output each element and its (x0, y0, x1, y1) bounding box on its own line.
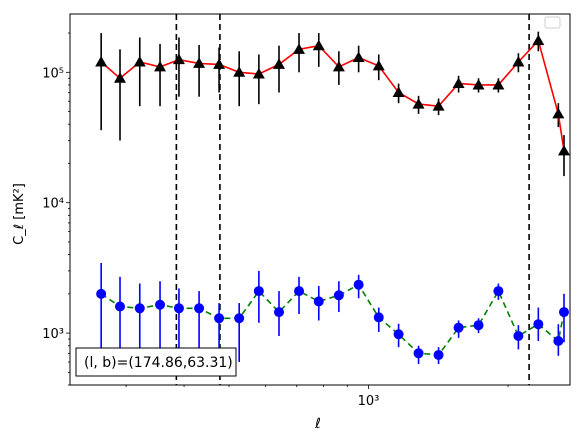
data-point-circle (115, 301, 126, 312)
data-point-triangle (412, 98, 425, 109)
data-point-circle (234, 313, 245, 324)
data-point-triangle (532, 34, 545, 46)
data-point-circle (214, 313, 225, 324)
data-point-circle (313, 296, 324, 307)
data-point-triangle (452, 77, 465, 89)
data-point-triangle (557, 144, 570, 156)
data-point-triangle (172, 53, 185, 65)
data-point-circle (413, 348, 424, 359)
data-point-circle (553, 335, 564, 346)
data-point-triangle (372, 59, 385, 71)
data-point-circle (253, 286, 264, 297)
data-point-circle (513, 331, 524, 342)
data-point-circle (493, 286, 504, 297)
annotation-text: (l, b)=(174.86,63.31) (84, 355, 233, 371)
data-point-triangle (312, 39, 325, 51)
data-point-circle (453, 322, 464, 333)
y-axis-label: C_ℓ [mK²] (12, 183, 27, 245)
plot-frame (69, 13, 571, 386)
series-layer (95, 14, 570, 385)
y-tick-label: 10⁴ (42, 197, 64, 212)
data-point-circle (373, 312, 384, 323)
data-point-circle (194, 303, 205, 314)
data-point-triangle (213, 58, 226, 69)
data-point-circle (294, 286, 305, 297)
data-point-circle (558, 307, 569, 318)
x-tick-label: 10³ (358, 394, 380, 409)
data-point-triangle (293, 43, 306, 54)
data-point-circle (155, 299, 166, 310)
data-point-circle (134, 303, 145, 314)
y-tick-label: 10³ (42, 327, 64, 342)
data-point-circle (96, 288, 107, 299)
data-point-triangle (252, 68, 265, 79)
data-point-circle (393, 329, 404, 340)
data-point-triangle (273, 58, 286, 69)
data-point-triangle (512, 55, 525, 67)
data-point-triangle (472, 78, 485, 90)
annotation-box: (l, b)=(174.86,63.31) (75, 347, 237, 377)
data-point-triangle (154, 60, 167, 72)
data-point-triangle (492, 78, 505, 90)
data-point-circle (333, 290, 344, 301)
x-axis-label: ℓ (314, 416, 321, 432)
data-point-circle (173, 303, 184, 314)
legend-box[interactable] (544, 16, 561, 29)
data-point-triangle (133, 55, 146, 67)
data-point-triangle (193, 57, 206, 68)
series-line (100, 283, 565, 356)
data-point-triangle (233, 66, 246, 77)
data-point-triangle (352, 51, 365, 62)
data-point-circle (433, 349, 444, 360)
axes-layer: 10³ 10⁴ 10⁵ 10³ (42, 13, 571, 409)
data-point-circle (473, 320, 484, 331)
data-point-triangle (114, 72, 127, 83)
data-point-triangle (432, 100, 445, 111)
data-point-triangle (332, 60, 345, 72)
y-tick-label: 10⁵ (42, 66, 64, 81)
series-line (100, 39, 565, 151)
data-point-circle (533, 319, 544, 330)
data-point-triangle (392, 86, 405, 98)
data-point-triangle (552, 107, 565, 119)
data-point-circle (353, 279, 364, 290)
data-point-triangle (95, 55, 108, 67)
data-point-circle (274, 307, 285, 318)
